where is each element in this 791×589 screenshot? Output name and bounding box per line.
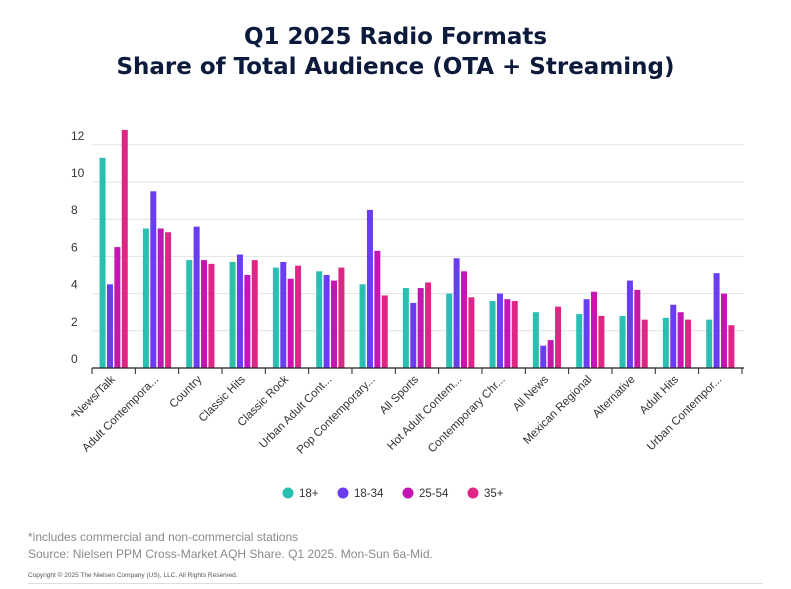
bar-18-5 (316, 271, 323, 368)
x-category-label: Hot Adult Contem... (385, 374, 464, 453)
bar-35-5 (338, 267, 345, 368)
bar-35-1 (165, 232, 172, 368)
bar-1834-13 (670, 304, 677, 368)
bar-1834-11 (583, 299, 590, 368)
bar-1834-3 (236, 254, 243, 368)
bar-2554-4 (287, 278, 294, 368)
bar-18-3 (229, 261, 236, 368)
y-axis-labels: 0 2 4 6 8 10 12 (71, 129, 85, 366)
bar-35-13 (685, 319, 692, 368)
legend-label: 35+ (484, 488, 504, 500)
x-category-label: Country (167, 373, 204, 410)
bar-2554-0 (114, 247, 121, 368)
bar-2554-10 (547, 340, 554, 368)
footer-divider (28, 583, 763, 584)
legend-swatch (282, 487, 294, 499)
legend-label: 18+ (299, 488, 319, 500)
y-tick-label: 0 (71, 352, 78, 366)
copyright-text: Copyright © 2025 The Nielsen Company (US… (28, 572, 238, 579)
bar-35-14 (728, 325, 735, 368)
x-category-label: Adult Contempora... (80, 374, 161, 455)
bar-1834-1 (150, 191, 157, 368)
bar-35-3 (251, 260, 258, 368)
bar-18-0 (99, 157, 106, 368)
bars (99, 129, 735, 368)
footnote-source: Source: Nielsen PPM Cross-Market AQH Sha… (28, 547, 433, 561)
chart-title-line2: Share of Total Audience (OTA + Streaming… (116, 54, 675, 80)
bar-2554-7 (417, 288, 424, 368)
y-tick-label: 12 (71, 129, 85, 143)
bar-1834-12 (626, 280, 633, 368)
bar-35-12 (641, 319, 648, 368)
x-category-label: Adult Hits (638, 373, 681, 416)
bar-1834-6 (366, 209, 373, 368)
bar-18-6 (359, 284, 366, 368)
bar-1834-5 (323, 275, 330, 368)
chart-title: Q1 2025 Radio Formats Share of Total Aud… (0, 22, 791, 82)
x-category-label: All News (511, 373, 551, 413)
chart-title-line1: Q1 2025 Radio Formats (243, 24, 548, 50)
bar-1834-7 (410, 302, 417, 368)
bar-18-4 (272, 267, 279, 368)
x-category-label: Urban Adult Cont... (257, 374, 334, 451)
bar-1834-4 (280, 261, 287, 368)
bar-2554-6 (374, 250, 381, 368)
legend-swatch (402, 487, 414, 499)
bar-18-12 (619, 315, 626, 368)
y-tick-label: 2 (71, 315, 78, 329)
bar-35-9 (511, 301, 518, 368)
bar-18-10 (532, 312, 539, 368)
bar-18-9 (489, 301, 496, 368)
bar-35-4 (295, 265, 302, 368)
bar-2554-12 (634, 289, 641, 368)
bar-1834-2 (193, 226, 200, 368)
bar-18-8 (446, 293, 453, 368)
bar-35-10 (555, 306, 562, 368)
bar-18-7 (402, 288, 409, 368)
bar-35-6 (381, 295, 388, 368)
bar-1834-10 (540, 345, 547, 368)
y-tick-label: 4 (71, 278, 78, 292)
legend-swatch (337, 487, 349, 499)
bar-35-11 (598, 315, 605, 368)
x-axis-ticks (91, 368, 743, 374)
y-tick-label: 8 (71, 203, 78, 217)
legend: 18+ 18-34 25-54 35+ (282, 487, 504, 500)
x-category-label: Urban Contempor... (645, 374, 724, 453)
bar-18-2 (186, 260, 193, 368)
bar-35-2 (208, 263, 215, 368)
bar-1834-0 (106, 284, 113, 368)
bar-35-0 (121, 129, 128, 368)
y-tick-label: 10 (71, 166, 85, 180)
bar-2554-5 (331, 280, 338, 368)
bar-2554-11 (590, 291, 597, 368)
bar-1834-14 (713, 273, 720, 368)
bar-2554-3 (244, 275, 251, 368)
bar-1834-8 (453, 258, 460, 368)
bar-2554-2 (201, 260, 208, 368)
x-category-label: Alternative (591, 374, 638, 421)
bar-18-14 (706, 319, 713, 368)
x-category-label: Pop Contemporary... (295, 374, 378, 457)
bar-18-13 (662, 317, 669, 368)
bar-2554-8 (461, 271, 468, 368)
bar-1834-9 (496, 293, 503, 368)
legend-label: 18-34 (354, 488, 384, 500)
bar-2554-9 (504, 299, 511, 368)
bar-2554-13 (677, 312, 684, 368)
bar-35-7 (425, 282, 432, 368)
x-category-label: All Sports (378, 373, 421, 416)
bar-35-8 (468, 297, 475, 368)
footnote-stations: *includes commercial and non-commercial … (28, 530, 299, 544)
legend-label: 25-54 (419, 488, 449, 500)
bar-2554-1 (157, 228, 164, 368)
bar-18-1 (142, 228, 149, 368)
x-category-label: Contemporary Chr... (426, 374, 508, 456)
y-tick-label: 6 (71, 240, 78, 254)
bar-18-11 (576, 314, 583, 368)
bar-2554-14 (720, 293, 727, 368)
legend-swatch (467, 487, 479, 499)
